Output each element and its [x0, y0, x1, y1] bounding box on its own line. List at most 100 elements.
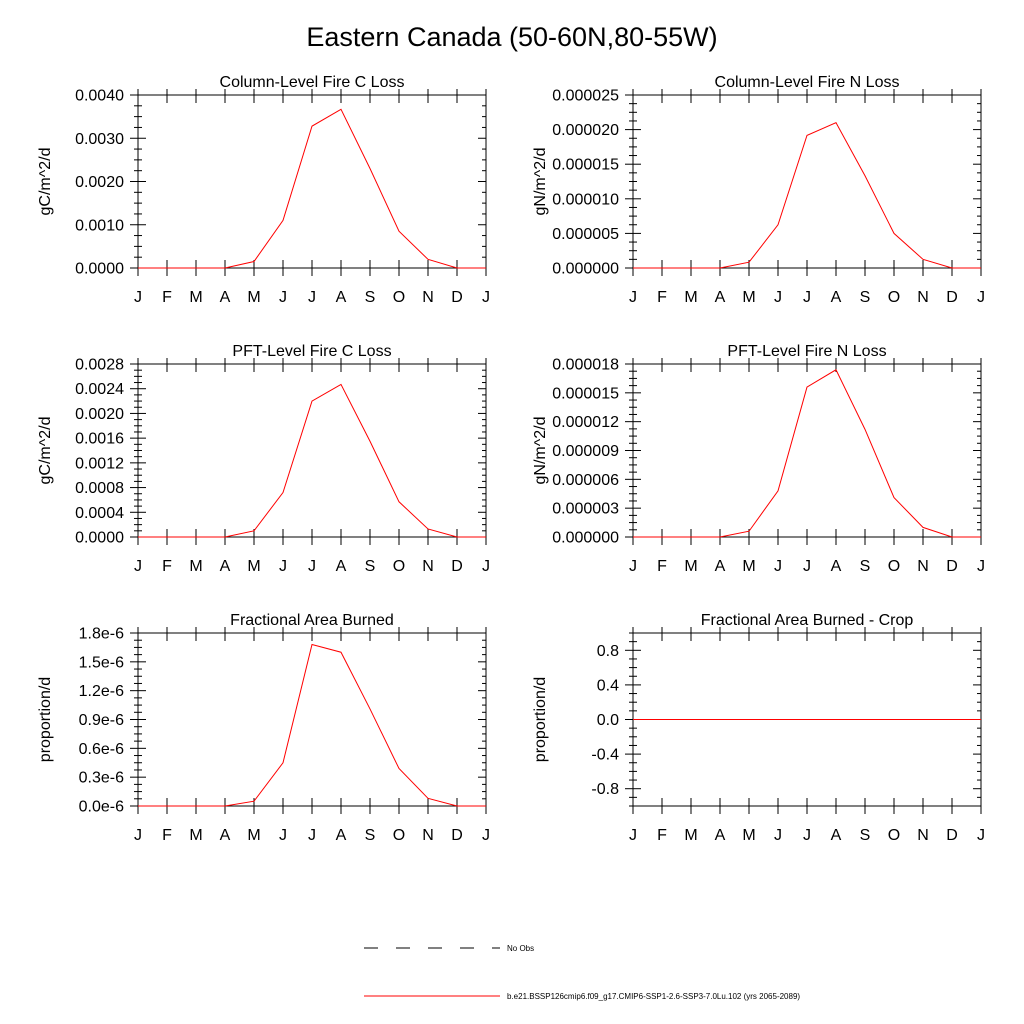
x-tick-label: M	[247, 827, 260, 844]
x-tick-label: O	[888, 558, 900, 575]
x-tick-label: J	[134, 289, 142, 306]
x-tick-label: A	[336, 558, 347, 575]
x-tick-label: J	[134, 558, 142, 575]
series-line	[633, 122, 981, 269]
x-tick-label: J	[279, 827, 287, 844]
y-tick-label: 0.4	[597, 677, 619, 694]
x-tick-label: J	[482, 558, 490, 575]
x-tick-label: N	[917, 558, 929, 575]
y-tick-label: 0.000010	[552, 191, 619, 208]
panel-6: Fractional Area Burned - Crop proportion/…	[532, 612, 985, 844]
x-tick-label: S	[365, 558, 376, 575]
x-tick-label: O	[393, 289, 405, 306]
x-tick-label: A	[336, 827, 347, 844]
panel-title: PFT-Level Fire C Loss	[232, 343, 391, 360]
series-line	[138, 643, 486, 807]
y-axis-label: gC/m^2/d	[37, 148, 54, 216]
x-tick-label: J	[977, 289, 985, 306]
panel-title: Fractional Area Burned	[230, 612, 394, 629]
y-tick-label: 0.0010	[75, 217, 124, 234]
y-tick-label: 0.000000	[552, 261, 619, 278]
x-tick-label: A	[715, 558, 726, 575]
legend-label-model-run: b.e21.BSSP126cmip6.f09_g17.CMIP6-SSP1-2.…	[507, 992, 801, 1001]
x-tick-label: D	[451, 289, 463, 306]
y-axis-label: gN/m^2/d	[532, 148, 549, 216]
panel-1: Column-Level Fire C Loss gC/m^2/d 0.0000 0.…	[37, 74, 490, 306]
panel-5: Fractional Area Burned proportion/d 0.0e-6…	[37, 612, 490, 844]
plot-frame	[632, 94, 982, 269]
y-tick-label: -0.4	[591, 747, 619, 764]
y-tick-label: 0.0030	[75, 131, 124, 148]
y-tick-label: 0.0	[597, 712, 619, 729]
x-tick-label: A	[336, 289, 347, 306]
y-tick-label: -0.8	[591, 781, 619, 798]
x-tick-label: O	[888, 827, 900, 844]
x-tick-label: J	[774, 558, 782, 575]
x-tick-label: A	[715, 827, 726, 844]
x-tick-label: D	[451, 827, 463, 844]
x-tick-label: D	[946, 827, 958, 844]
x-tick-label: J	[308, 827, 316, 844]
y-tick-label: 0.0012	[75, 455, 124, 472]
y-tick-label: 0.0040	[75, 88, 124, 105]
x-tick-label: M	[684, 827, 697, 844]
x-tick-label: M	[684, 558, 697, 575]
x-tick-label: M	[742, 558, 755, 575]
plot-frame	[632, 363, 982, 538]
y-tick-label: 0.0000	[75, 530, 124, 547]
x-tick-label: N	[422, 289, 434, 306]
x-tick-label: J	[482, 827, 490, 844]
y-tick-label: 0.000003	[552, 501, 619, 518]
panel-4: PFT-Level Fire N Loss gN/m^2/d 0.000000 0.0…	[532, 343, 985, 575]
y-tick-label: 0.000005	[552, 226, 619, 243]
x-tick-label: J	[803, 827, 811, 844]
y-tick-label: 0.000006	[552, 472, 619, 489]
x-tick-label: F	[657, 289, 667, 306]
x-tick-label: F	[657, 827, 667, 844]
y-tick-label: 1.5e-6	[79, 654, 124, 671]
y-tick-label: 0.000025	[552, 88, 619, 105]
y-tick-label: 0.0020	[75, 406, 124, 423]
x-tick-label: N	[422, 827, 434, 844]
x-tick-label: J	[774, 289, 782, 306]
y-tick-label: 0.3e-6	[79, 770, 124, 787]
x-tick-label: F	[162, 289, 172, 306]
x-tick-label: M	[247, 558, 260, 575]
x-tick-label: D	[946, 558, 958, 575]
figure-title: Eastern Canada (50-60N,80-55W)	[306, 22, 718, 52]
x-tick-label: A	[220, 558, 231, 575]
y-axis-label: proportion/d	[37, 677, 54, 762]
panel-3: PFT-Level Fire C Loss gC/m^2/d 0.0000 0.000…	[37, 343, 490, 575]
x-tick-label: J	[629, 558, 637, 575]
x-tick-label: J	[134, 827, 142, 844]
plot-frame	[137, 632, 487, 807]
legend-label-no-obs: No Obs	[507, 944, 535, 953]
panel-title: Fractional Area Burned - Crop	[701, 612, 914, 629]
y-tick-label: 0.000020	[552, 122, 619, 139]
x-tick-label: A	[831, 827, 842, 844]
panel-title: PFT-Level Fire N Loss	[727, 343, 886, 360]
y-tick-label: 0.000009	[552, 443, 619, 460]
x-tick-label: J	[803, 558, 811, 575]
x-tick-label: A	[715, 289, 726, 306]
x-tick-label: S	[860, 558, 871, 575]
x-tick-label: J	[774, 827, 782, 844]
y-tick-label: 1.8e-6	[79, 626, 124, 643]
x-tick-label: N	[917, 827, 929, 844]
x-tick-label: J	[803, 289, 811, 306]
x-tick-label: M	[247, 289, 260, 306]
y-tick-label: 0.0e-6	[79, 799, 124, 816]
y-tick-label: 0.9e-6	[79, 712, 124, 729]
series-line	[633, 369, 981, 538]
x-tick-label: M	[742, 827, 755, 844]
y-tick-label: 0.000018	[552, 357, 619, 374]
x-tick-label: J	[629, 827, 637, 844]
x-tick-label: F	[162, 558, 172, 575]
x-tick-label: J	[279, 558, 287, 575]
x-tick-label: A	[220, 289, 231, 306]
y-tick-label: 0.0028	[75, 357, 124, 374]
y-tick-label: 0.000015	[552, 157, 619, 174]
y-tick-label: 1.2e-6	[79, 683, 124, 700]
x-tick-label: A	[831, 558, 842, 575]
